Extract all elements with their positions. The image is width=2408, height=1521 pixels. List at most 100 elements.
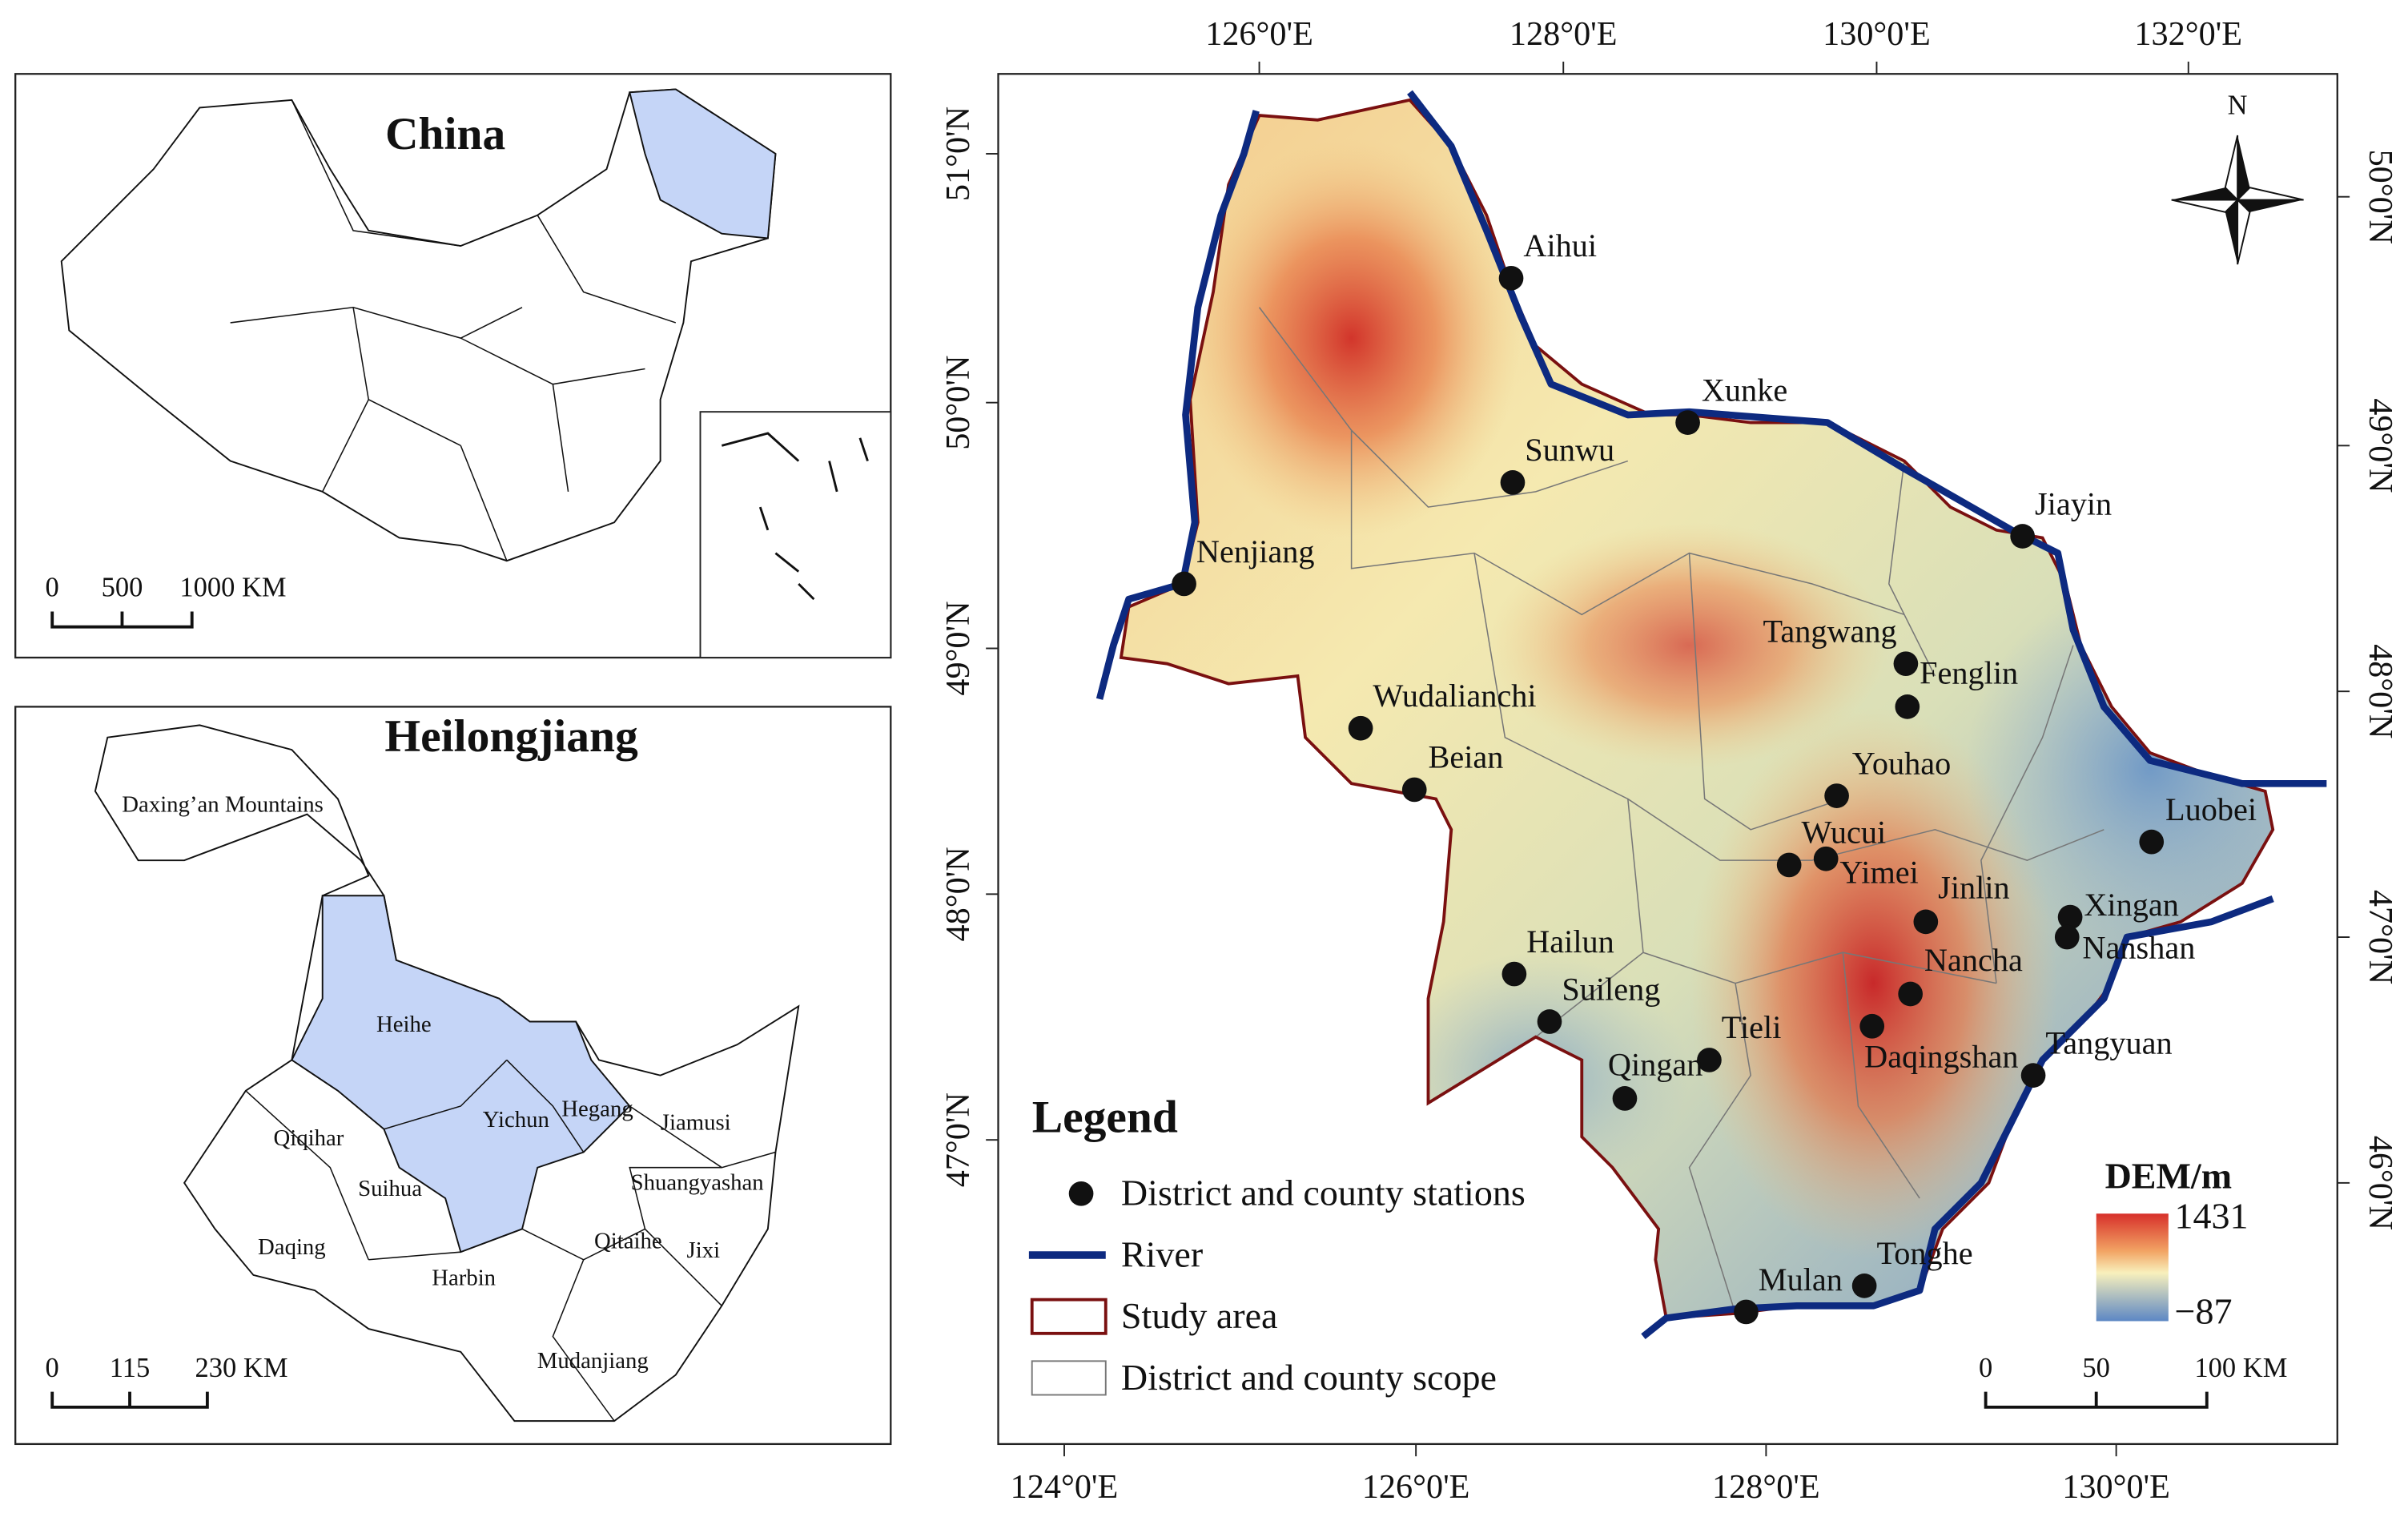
station-label: Luobei bbox=[2165, 791, 2257, 827]
county-borders bbox=[245, 1059, 776, 1422]
station-label: Nancha bbox=[1924, 942, 2023, 978]
station-dot bbox=[2010, 524, 2035, 549]
legend-item: River bbox=[1121, 1233, 1203, 1274]
highland-north bbox=[1182, 138, 1521, 538]
station-dot bbox=[1498, 265, 1524, 291]
station-label: Tangyuan bbox=[2045, 1024, 2172, 1060]
scale-label: 0 bbox=[46, 573, 59, 603]
right-coord-label: 46°0'N bbox=[2362, 1136, 2399, 1230]
region-label: Hegang bbox=[561, 1096, 633, 1121]
region-label: Yichun bbox=[483, 1107, 549, 1133]
region-label: Qitaihe bbox=[594, 1228, 662, 1253]
station-label: Sunwu bbox=[1525, 432, 1614, 468]
station-label: Nanshan bbox=[2082, 930, 2195, 966]
station-label: Tieli bbox=[1722, 1009, 1782, 1045]
station-label: Qingan bbox=[1608, 1046, 1703, 1082]
dem-title: DEM/m bbox=[2105, 1156, 2232, 1197]
station-label: Jiayin bbox=[2035, 485, 2112, 521]
legend-scope-symbol bbox=[1031, 1360, 1107, 1396]
bottom-coord-label: 124°0'E bbox=[1011, 1468, 1119, 1506]
region-label: Jiamusi bbox=[661, 1110, 731, 1136]
station-dot bbox=[1172, 571, 1196, 597]
region-label: Heihe bbox=[376, 1012, 432, 1037]
right-coord-label: 48°0'N bbox=[2362, 644, 2399, 738]
region-label: Shuangyashan bbox=[631, 1169, 764, 1195]
station-dot bbox=[1501, 961, 1527, 987]
study-area-outline bbox=[1119, 98, 2275, 1320]
station-label: Xingan bbox=[2084, 887, 2179, 923]
dem-ramp bbox=[2096, 1213, 2169, 1322]
bottom-coord-label: 130°0'E bbox=[2062, 1468, 2170, 1506]
station-dot bbox=[2054, 924, 2080, 950]
north-label: N bbox=[2228, 90, 2248, 120]
station-label: Beian bbox=[1428, 739, 1503, 775]
station-label: Youhao bbox=[1852, 745, 1951, 781]
south-sea-islands bbox=[721, 432, 869, 601]
heilongjiang-title: Heilongjiang bbox=[384, 711, 638, 762]
station-dot bbox=[1734, 1299, 1759, 1325]
legend-study-symbol bbox=[1030, 1298, 1108, 1335]
station-dot bbox=[1348, 715, 1373, 741]
scale-label: 0 bbox=[46, 1353, 59, 1383]
station-dot bbox=[1813, 846, 1839, 871]
legend-title: Legend bbox=[1032, 1092, 1178, 1142]
station-dot bbox=[2057, 904, 2083, 930]
station-dot bbox=[1859, 1013, 1885, 1039]
scale-bar bbox=[1984, 1391, 2209, 1409]
top-coord-label: 130°0'E bbox=[1823, 15, 1931, 53]
heihe-yichun-hegang bbox=[291, 895, 631, 1253]
station-dot bbox=[1612, 1086, 1638, 1111]
highland-central bbox=[1489, 522, 1889, 769]
station-dot bbox=[2020, 1063, 2046, 1088]
south-sea-inset bbox=[699, 411, 892, 658]
scale-label: 115 bbox=[110, 1353, 150, 1383]
station-dot bbox=[1697, 1048, 1722, 1072]
china-provinces bbox=[230, 99, 677, 561]
station-dot bbox=[1675, 410, 1700, 435]
left-coord-label: 47°0'N bbox=[939, 1092, 977, 1187]
top-coord-label: 128°0'E bbox=[1510, 15, 1618, 53]
scale-label: 230 KM bbox=[195, 1353, 288, 1383]
station-label: Xunke bbox=[1702, 372, 1787, 408]
region-label: Daqing bbox=[258, 1234, 326, 1260]
right-coord-label: 47°0'N bbox=[2362, 890, 2399, 984]
heilongjiang-highlight bbox=[629, 88, 777, 239]
station-dot bbox=[2139, 829, 2165, 855]
station-dot bbox=[1824, 783, 1849, 808]
region-label: Daxing’an Mountains bbox=[122, 792, 324, 818]
legend-item: Study area bbox=[1121, 1295, 1278, 1336]
station-dot bbox=[1537, 1009, 1562, 1034]
region-label: Mudanjiang bbox=[537, 1348, 649, 1374]
station-label: Mulan bbox=[1759, 1261, 1843, 1298]
station-label: Hailun bbox=[1526, 923, 1614, 960]
right-coord-label: 50°0'N bbox=[2362, 150, 2399, 244]
scale-bar bbox=[50, 611, 194, 629]
top-coord-label: 126°0'E bbox=[1205, 15, 1313, 53]
station-dot bbox=[1895, 694, 1920, 719]
left-coord-label: 48°0'N bbox=[939, 847, 977, 941]
top-coord-label: 132°0'E bbox=[2134, 15, 2242, 53]
china-title: China bbox=[385, 109, 505, 159]
station-dot bbox=[1893, 651, 1919, 677]
highland-south bbox=[1689, 706, 2058, 1260]
station-dot bbox=[1401, 777, 1427, 803]
scale-label: 500 bbox=[102, 573, 143, 603]
region-label: Harbin bbox=[432, 1265, 496, 1290]
north-arrow-light bbox=[2171, 135, 2304, 265]
station-label: Aihui bbox=[1523, 227, 1597, 264]
right-coord-label: 49°0'N bbox=[2362, 398, 2399, 493]
region-label: Suihua bbox=[358, 1176, 422, 1201]
scale-bar bbox=[50, 1391, 209, 1409]
legend-station-symbol bbox=[1068, 1181, 1094, 1206]
region-label: Jixi bbox=[687, 1237, 721, 1263]
station-label: Wucui bbox=[1801, 815, 1886, 851]
region-label: Qiqihar bbox=[274, 1125, 344, 1151]
bottom-coord-label: 126°0'E bbox=[1362, 1468, 1470, 1506]
station-label: Suileng bbox=[1562, 971, 1660, 1007]
district-scope bbox=[1258, 307, 2104, 1314]
scale-label: 100 KM bbox=[2194, 1353, 2287, 1383]
dem-min-label: −87 bbox=[2175, 1290, 2233, 1331]
station-label: Jinlin bbox=[1938, 870, 2010, 906]
